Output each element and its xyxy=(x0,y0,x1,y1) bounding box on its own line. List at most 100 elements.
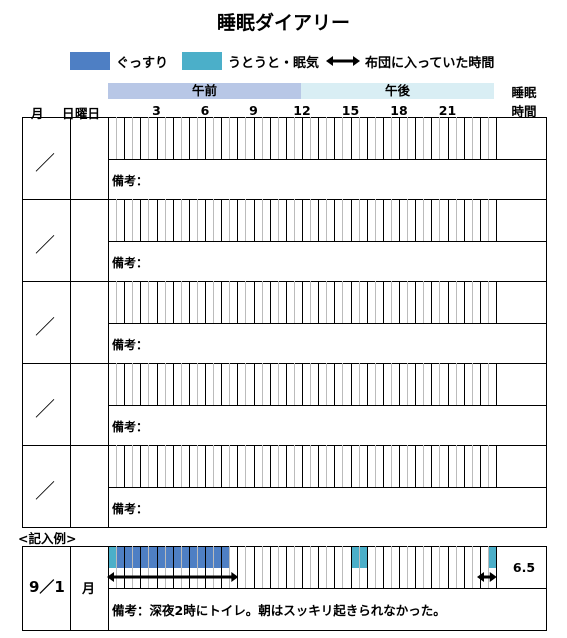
hour-grid-line xyxy=(237,445,238,487)
hour-grid-line xyxy=(189,546,190,588)
hour-grid-line xyxy=(334,117,335,159)
hour-grid-line xyxy=(254,199,255,241)
hour-grid-line xyxy=(140,199,141,241)
half-hour-grid-line xyxy=(165,199,166,241)
half-hour-grid-line xyxy=(278,117,279,159)
hour-grid-line xyxy=(270,117,271,159)
hour-grid-line xyxy=(464,199,465,241)
row-right-border xyxy=(546,281,547,363)
hour-grid-line xyxy=(124,281,125,323)
date-slash[interactable]: ／ xyxy=(35,397,55,421)
half-hour-grid-line xyxy=(407,199,408,241)
remarks-label[interactable]: 備考： xyxy=(112,502,149,516)
example-date-divider xyxy=(70,546,71,630)
hour-grid-line xyxy=(157,546,158,588)
hour-grid-line xyxy=(334,546,335,588)
half-hour-grid-line xyxy=(229,199,230,241)
hour-label: 18 xyxy=(390,103,408,118)
hour-grid-line xyxy=(286,363,287,405)
date-slash[interactable]: ／ xyxy=(35,479,55,503)
example-weekday: 月 xyxy=(82,582,96,597)
half-hour-grid-line xyxy=(488,445,489,487)
hour-grid-line xyxy=(286,546,287,588)
half-hour-grid-line xyxy=(456,445,457,487)
hour-grid-line xyxy=(431,445,432,487)
hour-grid-line xyxy=(157,363,158,405)
hour-grid-line xyxy=(286,281,287,323)
date-slash[interactable]: ／ xyxy=(35,233,55,257)
half-hour-grid-line xyxy=(310,117,311,159)
half-hour-grid-line xyxy=(359,363,360,405)
half-hour-grid-line xyxy=(310,199,311,241)
hour-grid-line xyxy=(124,117,125,159)
hour-grid-line xyxy=(464,363,465,405)
half-hour-grid-line xyxy=(423,546,424,588)
half-hour-grid-line xyxy=(116,281,117,323)
deep-sleep-block xyxy=(116,547,230,568)
hour-grid-line xyxy=(270,546,271,588)
hour-grid-line xyxy=(351,281,352,323)
half-hour-grid-line xyxy=(213,199,214,241)
legend-deep-sleep-label: ぐっすり xyxy=(116,55,169,71)
half-hour-grid-line xyxy=(181,199,182,241)
half-hour-grid-line xyxy=(181,363,182,405)
half-hour-grid-line xyxy=(439,546,440,588)
hour-grid-line xyxy=(205,117,206,159)
doze-block xyxy=(487,547,496,568)
half-hour-grid-line xyxy=(407,546,408,588)
half-hour-grid-line xyxy=(342,445,343,487)
hour-grid-line xyxy=(318,281,319,323)
half-hour-grid-line xyxy=(326,445,327,487)
half-hour-grid-line xyxy=(375,363,376,405)
half-hour-grid-line xyxy=(294,199,295,241)
hour-grid-line xyxy=(205,445,206,487)
row-bottom-border xyxy=(22,281,547,282)
half-hour-grid-line xyxy=(262,117,263,159)
remarks-label[interactable]: 備考： xyxy=(112,338,149,352)
hour-grid-line xyxy=(157,281,158,323)
example-grid-bottom xyxy=(108,588,546,589)
remarks-label[interactable]: 備考： xyxy=(112,174,149,188)
row-bottom-border xyxy=(22,445,547,446)
example-right-border xyxy=(546,546,547,630)
half-hour-grid-line xyxy=(342,117,343,159)
half-hour-grid-line xyxy=(310,546,311,588)
date-slash[interactable]: ／ xyxy=(35,151,55,175)
hour-grid-line xyxy=(367,546,368,588)
half-hour-grid-line xyxy=(197,199,198,241)
row-right-border xyxy=(546,199,547,281)
hour-grid-line xyxy=(431,546,432,588)
half-hour-grid-line xyxy=(116,546,117,588)
half-hour-grid-line xyxy=(197,117,198,159)
hour-grid-line xyxy=(334,199,335,241)
half-hour-grid-line xyxy=(132,199,133,241)
hour-grid-line xyxy=(480,117,481,159)
hour-label: 15 xyxy=(341,103,360,118)
grid-bottom-border xyxy=(108,323,546,324)
hour-grid-line xyxy=(351,363,352,405)
hour-grid-line xyxy=(237,199,238,241)
half-hour-grid-line xyxy=(245,281,246,323)
hour-grid-line xyxy=(480,546,481,588)
half-hour-grid-line xyxy=(359,445,360,487)
legend-deep-sleep: ぐっすり xyxy=(70,50,168,72)
remarks-label[interactable]: 備考： xyxy=(112,256,149,270)
example-top-border xyxy=(22,546,547,547)
hour-grid-line xyxy=(286,199,287,241)
hour-grid-line xyxy=(415,281,416,323)
hour-grid-line xyxy=(464,281,465,323)
half-hour-grid-line xyxy=(439,445,440,487)
hour-label: 3 xyxy=(152,103,161,118)
hour-grid-line xyxy=(108,117,109,159)
half-hour-grid-line xyxy=(326,363,327,405)
hour-grid-line xyxy=(237,117,238,159)
page-title: 睡眠ダイアリー xyxy=(216,12,350,34)
hour-grid-line xyxy=(399,546,400,588)
half-hour-grid-line xyxy=(165,546,166,588)
sleep-time-header-1: 睡眠 xyxy=(511,85,537,100)
hour-grid-line xyxy=(205,546,206,588)
remarks-label[interactable]: 備考： xyxy=(112,420,149,434)
half-hour-grid-line xyxy=(262,199,263,241)
half-hour-grid-line xyxy=(181,546,182,588)
date-slash[interactable]: ／ xyxy=(35,315,55,339)
